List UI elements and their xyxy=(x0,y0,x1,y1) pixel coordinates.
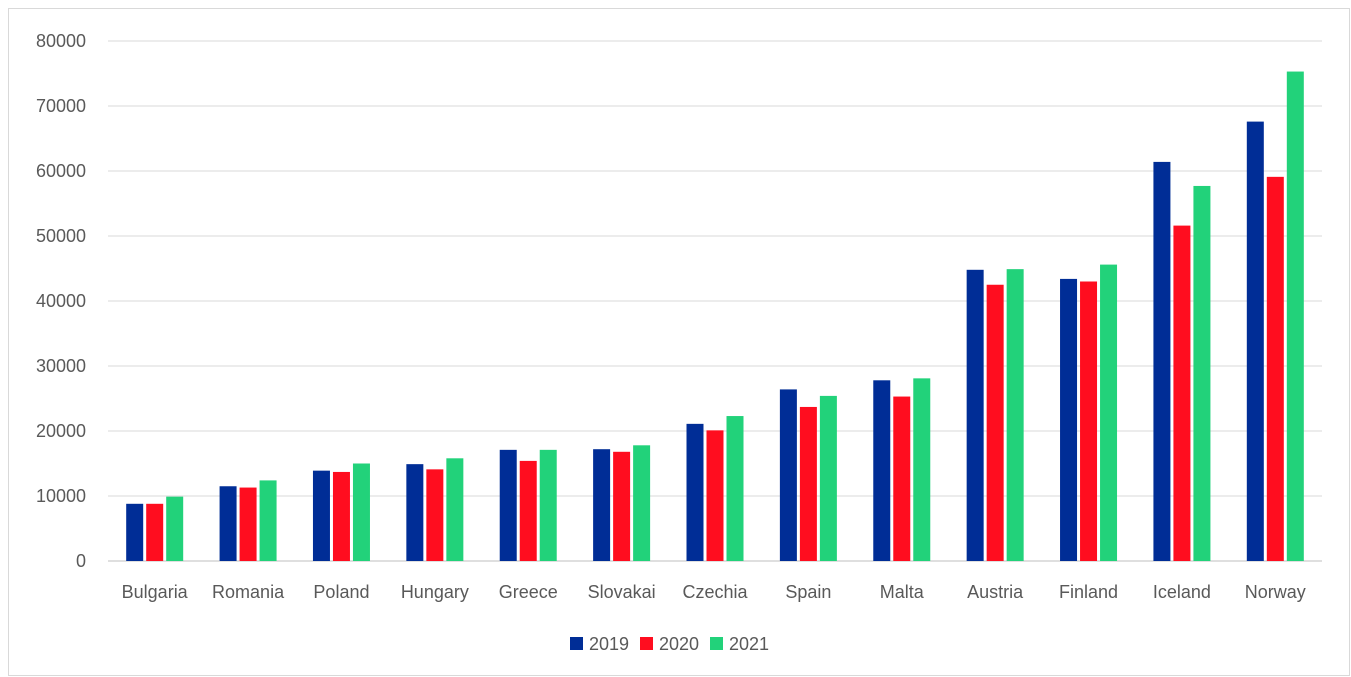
x-tick-label: Iceland xyxy=(1153,582,1211,602)
y-tick-label: 10000 xyxy=(36,486,86,506)
gridlines xyxy=(108,40,1322,562)
bar-2021-romania xyxy=(259,480,277,561)
bar-2021-malta xyxy=(913,378,931,561)
bar-2019-malta xyxy=(873,380,891,561)
bar-2020-norway xyxy=(1266,176,1284,561)
x-tick-label: Romania xyxy=(212,582,285,602)
y-tick-label: 40000 xyxy=(36,291,86,311)
bar-2020-iceland xyxy=(1173,225,1191,561)
bar-2019-spain xyxy=(779,389,797,561)
x-tick-label: Czechia xyxy=(682,582,748,602)
bar-2021-austria xyxy=(1006,269,1024,561)
chart-frame xyxy=(8,8,1350,676)
x-tick-label: Poland xyxy=(313,582,369,602)
bar-2021-finland xyxy=(1100,264,1118,561)
y-tick-label: 20000 xyxy=(36,421,86,441)
x-tick-label: Slovakai xyxy=(588,582,656,602)
x-tick-label: Norway xyxy=(1245,582,1306,602)
bar-2020-czechia xyxy=(706,430,724,561)
y-tick-label: 70000 xyxy=(36,96,86,116)
bar-2021-hungary xyxy=(446,458,464,561)
bar-2019-bulgaria xyxy=(126,503,144,561)
bar-2021-iceland xyxy=(1193,185,1211,561)
bar-2021-czechia xyxy=(726,416,744,561)
x-tick-label: Greece xyxy=(499,582,558,602)
y-tick-label: 30000 xyxy=(36,356,86,376)
legend-label: 2020 xyxy=(659,634,699,654)
y-tick-label: 0 xyxy=(76,551,86,571)
bar-2020-romania xyxy=(239,487,257,561)
bar-2019-greece xyxy=(499,449,517,561)
y-tick-label: 50000 xyxy=(36,226,86,246)
y-tick-label: 60000 xyxy=(36,161,86,181)
bar-2021-poland xyxy=(352,463,370,561)
bars xyxy=(126,71,1304,562)
bar-2020-spain xyxy=(799,406,817,561)
bar-2019-poland xyxy=(312,470,330,561)
bar-2020-hungary xyxy=(426,469,444,561)
x-tick-label: Austria xyxy=(967,582,1024,602)
x-axis-ticks: Bulgaria Romania Poland Hungary Greece Slovak… xyxy=(122,582,1306,602)
bar-2019-norway xyxy=(1246,121,1264,561)
legend-label: 2021 xyxy=(729,634,769,654)
legend-swatch-2021 xyxy=(710,637,723,650)
bar-2019-finland xyxy=(1060,278,1078,561)
bar-2020-slovakai xyxy=(613,451,631,561)
bar-2020-austria xyxy=(986,284,1004,561)
bar-2020-poland xyxy=(332,471,350,561)
bar-2020-greece xyxy=(519,460,537,561)
x-tick-label: Bulgaria xyxy=(122,582,189,602)
bar-2019-hungary xyxy=(406,464,424,561)
bar-2020-finland xyxy=(1080,281,1098,561)
bar-2020-bulgaria xyxy=(146,503,164,561)
y-axis-ticks: 0 10000 20000 30000 40000 50000 60000 70000 8000… xyxy=(36,31,86,571)
y-tick-label: 80000 xyxy=(36,31,86,51)
legend: 2019 2020 2021 xyxy=(570,634,769,654)
bar-2019-czechia xyxy=(686,423,704,561)
bar-2021-bulgaria xyxy=(166,496,184,561)
x-tick-label: Spain xyxy=(785,582,831,602)
bar-2021-spain xyxy=(819,395,837,561)
legend-swatch-2020 xyxy=(640,637,653,650)
x-tick-label: Malta xyxy=(880,582,925,602)
legend-swatch-2019 xyxy=(570,637,583,650)
bar-2019-slovakai xyxy=(593,449,611,561)
x-tick-label: Finland xyxy=(1059,582,1118,602)
bar-2020-malta xyxy=(893,396,911,561)
bar-2021-slovakai xyxy=(633,445,651,561)
bar-2021-greece xyxy=(539,449,557,561)
bar-2019-romania xyxy=(219,486,237,561)
bar-2019-iceland xyxy=(1153,161,1171,561)
bar-2019-austria xyxy=(966,269,984,561)
x-tick-label: Hungary xyxy=(401,582,469,602)
legend-label: 2019 xyxy=(589,634,629,654)
bar-2021-norway xyxy=(1286,71,1304,562)
